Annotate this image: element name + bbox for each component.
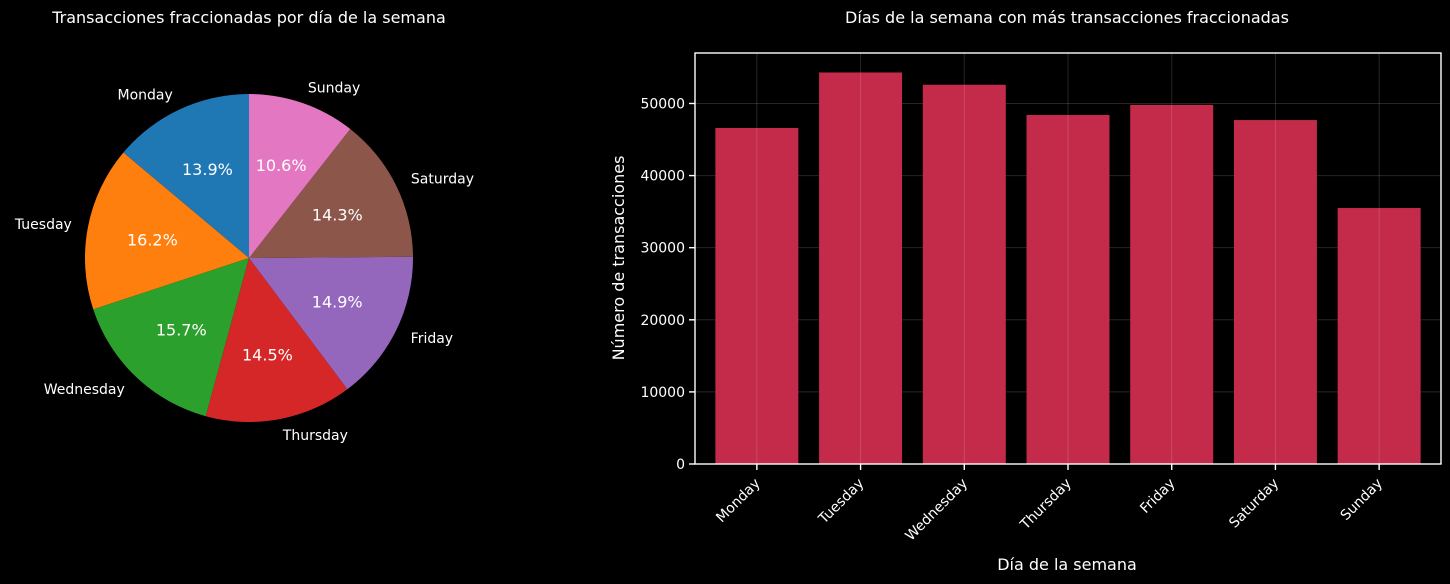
y-tick-label: 30000 <box>640 241 685 257</box>
pie-category-label: Monday <box>117 87 172 103</box>
pie-pct-label: 13.9% <box>182 160 233 179</box>
grid-vertical <box>756 53 1380 464</box>
pie-slices <box>84 94 414 422</box>
pie-chart: Transacciones fraccionadas por día de la… <box>14 8 474 444</box>
pie-slice-wednesday <box>93 258 249 417</box>
y-tick-label: 20000 <box>640 313 685 329</box>
bar-sunday <box>1337 208 1421 464</box>
pie-pct-label: 16.2% <box>127 230 178 249</box>
pie-category-label: Sunday <box>308 80 360 96</box>
pie-pct-label: 14.3% <box>312 206 363 225</box>
y-tick-label: 50000 <box>640 96 685 112</box>
pie-labels: 13.9% Monday 16.2% Tuesday 15.7% Wednesday 14.… <box>14 80 474 444</box>
pie-slice-saturday <box>249 128 413 258</box>
x-axis-label: Día de la semana <box>997 555 1137 574</box>
pie-pct-label: 10.6% <box>256 156 307 175</box>
pie-pct-label: 15.7% <box>156 320 207 339</box>
pie-pct-label: 14.5% <box>242 346 293 365</box>
bars <box>715 72 1421 465</box>
y-axis-ticks: 0 10000 20000 30000 40000 50000 <box>640 96 695 473</box>
y-tick-label: 0 <box>676 457 685 473</box>
bar-title: Días de la semana con más transacciones … <box>845 8 1289 27</box>
pie-category-label: Thursday <box>282 428 348 444</box>
y-tick-label: 40000 <box>640 169 685 185</box>
pie-slice-thursday <box>205 258 348 422</box>
pie-slice-sunday <box>249 94 351 258</box>
bar-thursday <box>1026 115 1110 464</box>
y-axis-label: Número de transacciones <box>609 156 628 361</box>
pie-category-label: Wednesday <box>44 382 125 398</box>
bar-tuesday <box>819 72 903 465</box>
bar-wednesday <box>922 84 1006 464</box>
pie-slice-friday <box>249 256 414 390</box>
bar-monday <box>715 127 799 464</box>
bar-chart: Días de la semana con más transacciones … <box>609 8 1442 574</box>
pie-pct-label: 14.9% <box>312 293 363 312</box>
pie-slice-tuesday <box>84 152 250 310</box>
pie-title: Transacciones fraccionadas por día de la… <box>51 8 446 27</box>
pie-category-label: Tuesday <box>14 217 72 233</box>
bar-friday <box>1130 104 1214 465</box>
pie-slice-monday <box>123 94 249 258</box>
bar-saturday <box>1233 120 1317 464</box>
pie-category-label: Friday <box>411 331 453 347</box>
y-tick-label: 10000 <box>640 385 685 401</box>
pie-category-label: Saturday <box>411 171 474 187</box>
